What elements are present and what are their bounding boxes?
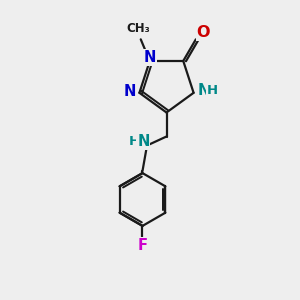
Text: N: N	[124, 83, 136, 98]
Text: N: N	[137, 134, 150, 149]
Text: CH₃: CH₃	[127, 22, 150, 35]
Text: N: N	[198, 83, 210, 98]
Text: N: N	[144, 50, 156, 65]
Text: F: F	[137, 238, 148, 253]
Text: H: H	[129, 135, 140, 148]
Text: O: O	[196, 25, 210, 40]
Text: H: H	[207, 84, 218, 97]
